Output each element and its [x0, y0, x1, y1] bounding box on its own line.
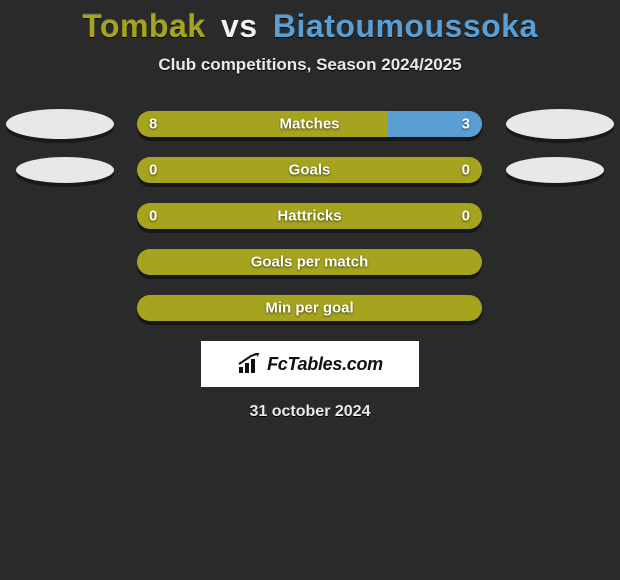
player1-avatar: [16, 157, 114, 183]
subtitle: Club competitions, Season 2024/2025: [0, 55, 620, 75]
brand-text: FcTables.com: [267, 354, 383, 375]
stat-row: Goals 0 0: [0, 151, 620, 197]
stat-value-player2: 0: [462, 162, 470, 179]
stat-bar: Min per goal: [137, 295, 482, 321]
stat-value-player1: 0: [149, 162, 157, 179]
stat-bar: Goals 0 0: [137, 157, 482, 183]
stat-value-player2: 0: [462, 208, 470, 225]
stat-row: Goals per match: [0, 243, 620, 289]
stat-label: Goals: [289, 162, 331, 179]
page-title: Tombak vs Biatoumoussoka: [0, 8, 620, 45]
stat-row: Min per goal: [0, 289, 620, 335]
stat-bar: Matches 8 3: [137, 111, 482, 137]
stat-row: Hattricks 0 0: [0, 197, 620, 243]
stat-value-player1: 0: [149, 208, 157, 225]
player2-avatar: [506, 109, 614, 139]
title-player2: Biatoumoussoka: [273, 8, 538, 44]
chart-icon: [237, 353, 263, 375]
stat-bar: Goals per match: [137, 249, 482, 275]
stat-bar: Hattricks 0 0: [137, 203, 482, 229]
bar-segment-player1: [137, 111, 388, 137]
stat-value-player2: 3: [462, 116, 470, 133]
stat-label: Matches: [279, 116, 339, 133]
stat-label: Goals per match: [251, 254, 369, 271]
stat-label: Min per goal: [265, 300, 353, 317]
brand-box[interactable]: FcTables.com: [201, 341, 419, 387]
stat-value-player1: 8: [149, 116, 157, 133]
stat-rows: Matches 8 3 Goals 0 0 Hattricks 0 0 Goals per mat…: [0, 105, 620, 335]
comparison-widget: Tombak vs Biatoumoussoka Club competitio…: [0, 0, 620, 421]
player2-avatar: [506, 157, 604, 183]
title-vs: vs: [221, 8, 258, 44]
stat-row: Matches 8 3: [0, 105, 620, 151]
stat-label: Hattricks: [277, 208, 341, 225]
player1-avatar: [6, 109, 114, 139]
title-player1: Tombak: [82, 8, 205, 44]
date-text: 31 october 2024: [0, 403, 620, 421]
